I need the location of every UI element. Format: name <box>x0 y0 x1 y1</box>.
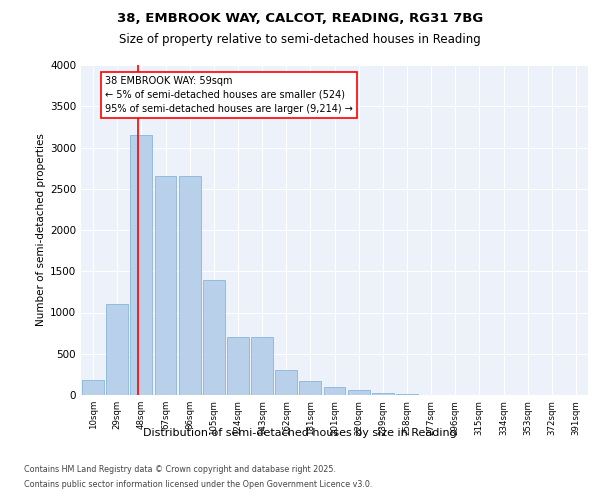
Text: Contains HM Land Registry data © Crown copyright and database right 2025.: Contains HM Land Registry data © Crown c… <box>24 465 336 474</box>
Bar <box>251 337 273 395</box>
Text: Contains public sector information licensed under the Open Government Licence v3: Contains public sector information licen… <box>24 480 373 489</box>
Text: 38 EMBROOK WAY: 59sqm
← 5% of semi-detached houses are smaller (524)
95% of semi: 38 EMBROOK WAY: 59sqm ← 5% of semi-detac… <box>105 76 353 114</box>
Bar <box>396 394 418 395</box>
Y-axis label: Number of semi-detached properties: Number of semi-detached properties <box>36 134 46 326</box>
Bar <box>82 380 104 395</box>
Bar <box>323 387 346 395</box>
Bar <box>227 337 249 395</box>
Bar <box>179 176 200 395</box>
Bar <box>203 280 224 395</box>
Text: Distribution of semi-detached houses by size in Reading: Distribution of semi-detached houses by … <box>143 428 457 438</box>
Bar <box>275 370 297 395</box>
Bar <box>348 390 370 395</box>
Text: Size of property relative to semi-detached houses in Reading: Size of property relative to semi-detach… <box>119 32 481 46</box>
Bar <box>106 304 128 395</box>
Bar <box>155 176 176 395</box>
Bar <box>130 135 152 395</box>
Bar <box>372 392 394 395</box>
Bar <box>299 380 321 395</box>
Text: 38, EMBROOK WAY, CALCOT, READING, RG31 7BG: 38, EMBROOK WAY, CALCOT, READING, RG31 7… <box>117 12 483 26</box>
